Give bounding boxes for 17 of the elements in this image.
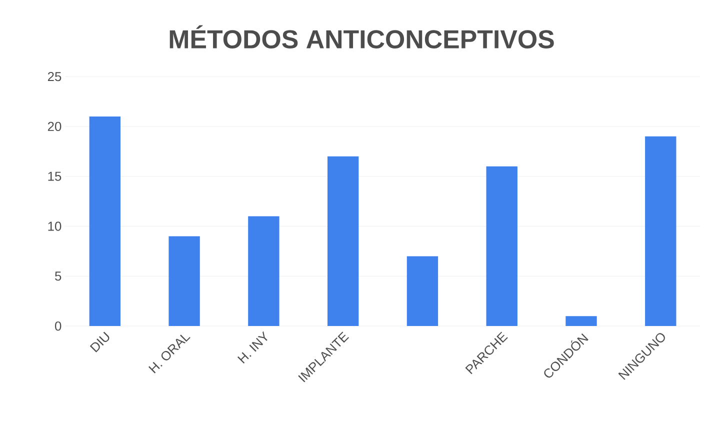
bar <box>406 256 438 326</box>
y-tick-label: 20 <box>48 122 62 132</box>
y-tick-label: 10 <box>48 222 62 231</box>
y-tick-label: 5 <box>55 272 62 281</box>
y-tick-label: 25 <box>48 72 62 82</box>
chart-title: MÉTODOS ANTICONCEPTIVOS <box>170 25 554 49</box>
bar <box>89 116 121 326</box>
x-tick-label: DIU <box>90 332 110 352</box>
y-tick-label: 15 <box>48 172 62 181</box>
bar <box>645 136 676 326</box>
bar <box>327 156 359 326</box>
y-tick-label: 0 <box>54 322 62 331</box>
x-tick-label: H. INY <box>237 331 268 364</box>
bar <box>566 316 597 326</box>
bar <box>486 166 518 326</box>
bar <box>248 216 280 326</box>
bar <box>168 236 200 326</box>
